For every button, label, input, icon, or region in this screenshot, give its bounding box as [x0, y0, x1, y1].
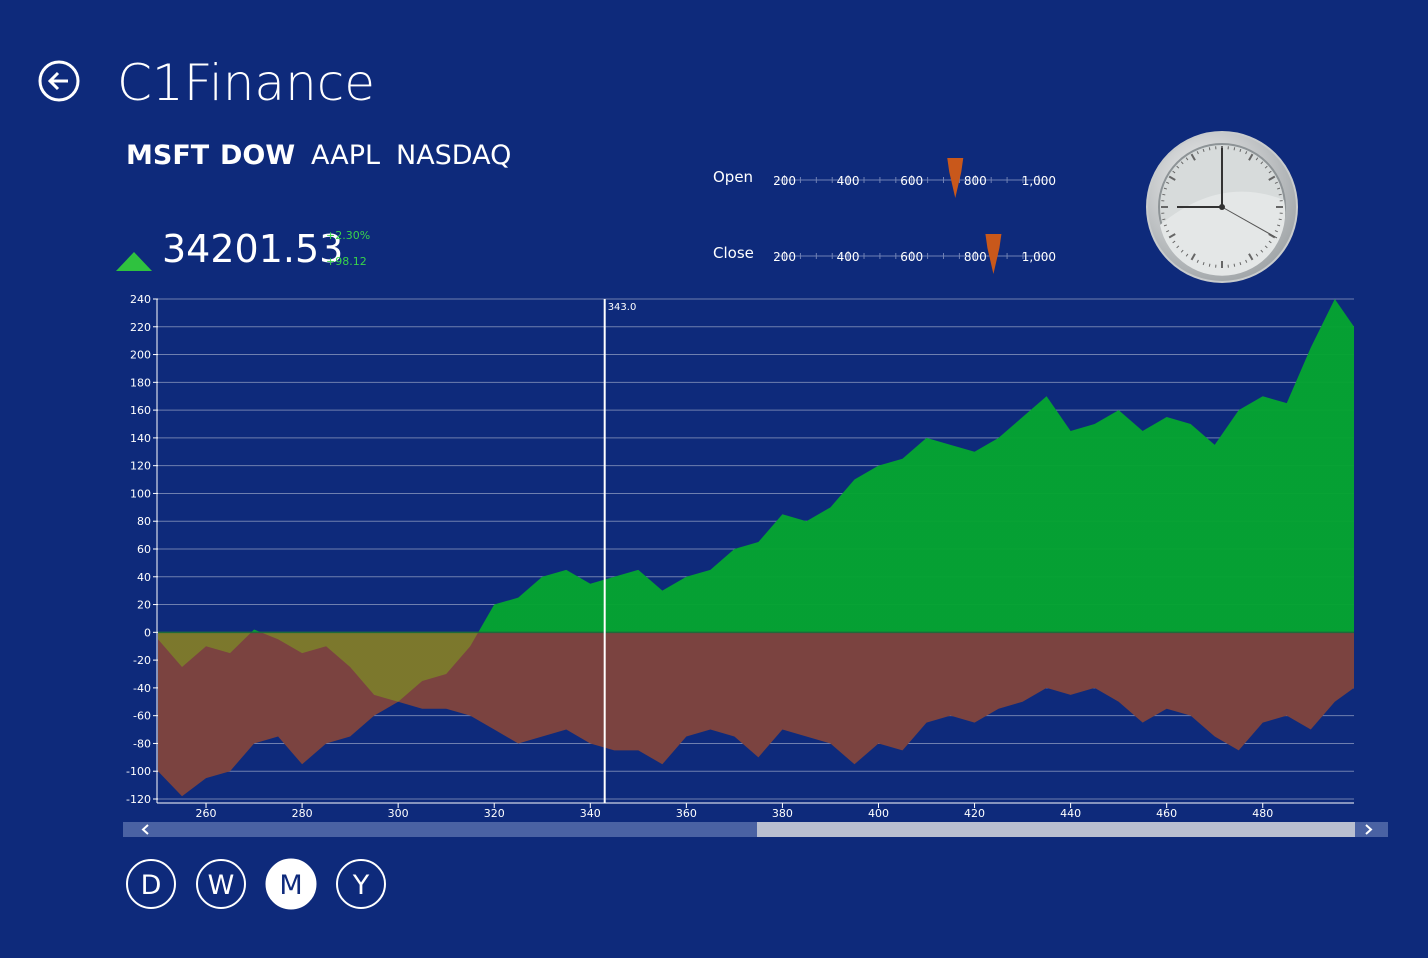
clock-tick — [1209, 264, 1210, 267]
x-tick-label: 460 — [1156, 807, 1177, 820]
y-tick-label: -100 — [126, 765, 151, 778]
slider-tick-label: 200 — [773, 250, 796, 264]
y-tick-label: 220 — [130, 321, 151, 334]
slider-tick-label: 400 — [837, 174, 860, 188]
tab[interactable]: AAPL — [311, 140, 380, 171]
change-percent: +2.30% — [326, 229, 370, 242]
y-tick-label: 200 — [130, 349, 151, 362]
y-tick-label: -80 — [133, 737, 151, 750]
clock-tick — [1279, 219, 1282, 220]
y-tick-label: -60 — [133, 710, 151, 723]
y-tick-label: -120 — [126, 793, 151, 806]
clock-tick — [1234, 147, 1235, 150]
clock — [1147, 132, 1297, 282]
x-tick-label: 360 — [676, 807, 697, 820]
slider-tick-label: 200 — [773, 174, 796, 188]
slider-tick-label: 800 — [964, 250, 987, 264]
slider-tick-label: 1,000 — [1022, 250, 1056, 264]
change: +98.12 — [326, 255, 367, 268]
x-tick-label: 420 — [964, 807, 985, 820]
y-tick-label: 20 — [137, 599, 151, 612]
y-tick-label: -20 — [133, 654, 151, 667]
slider-tick-label: 600 — [900, 174, 923, 188]
y-tick-label: 100 — [130, 487, 151, 500]
y-tick-label: 40 — [137, 571, 151, 584]
y-tick-label: 0 — [144, 626, 151, 639]
x-tick-label: 440 — [1060, 807, 1081, 820]
slider-tick-label: 400 — [837, 250, 860, 264]
slider-tick-label: 600 — [900, 250, 923, 264]
slider-tick-label: 1,000 — [1022, 174, 1056, 188]
x-tick-label: 480 — [1252, 807, 1273, 820]
x-tick-label: 300 — [388, 807, 409, 820]
x-tick-label: 340 — [580, 807, 601, 820]
back-button[interactable] — [40, 62, 78, 100]
clock-tick — [1162, 219, 1165, 220]
trend-arrow — [116, 252, 152, 271]
x-tick-label: 400 — [868, 807, 889, 820]
clock-tick — [1279, 194, 1282, 195]
y-tick-label: 160 — [130, 404, 151, 417]
y-tick-label: 60 — [137, 543, 151, 556]
slider-tick-label: 800 — [964, 174, 987, 188]
slider-label: Open — [713, 168, 753, 186]
period-label[interactable]: Y — [352, 870, 370, 901]
clock-tick — [1209, 147, 1210, 150]
clock-tick — [1162, 194, 1165, 195]
slider-thumb[interactable] — [947, 158, 963, 198]
x-tick-label: 280 — [292, 807, 313, 820]
slider-thumb[interactable] — [985, 234, 1001, 274]
y-tick-label: 120 — [130, 460, 151, 473]
x-tick-label: 260 — [196, 807, 217, 820]
tab[interactable]: MSFT — [126, 140, 210, 171]
period-label[interactable]: D — [141, 870, 162, 901]
tab[interactable]: DOW — [220, 140, 295, 171]
scrollbar[interactable] — [123, 822, 1388, 837]
y-tick-label: -40 — [133, 682, 151, 695]
period-label[interactable]: M — [279, 870, 302, 901]
clock-tick — [1234, 264, 1235, 267]
y-tick-label: 180 — [130, 376, 151, 389]
tab[interactable]: NASDAQ — [396, 140, 511, 171]
x-tick-label: 380 — [772, 807, 793, 820]
price: 34201.53 — [162, 227, 343, 271]
y-tick-label: 80 — [137, 515, 151, 528]
app-title: C1Finance — [117, 54, 375, 112]
crosshair-label: 343.0 — [608, 302, 637, 313]
slider-label: Close — [713, 244, 754, 262]
period-label[interactable]: W — [208, 870, 235, 901]
y-tick-label: 140 — [130, 432, 151, 445]
x-tick-label: 320 — [484, 807, 505, 820]
y-tick-label: 240 — [130, 293, 151, 306]
